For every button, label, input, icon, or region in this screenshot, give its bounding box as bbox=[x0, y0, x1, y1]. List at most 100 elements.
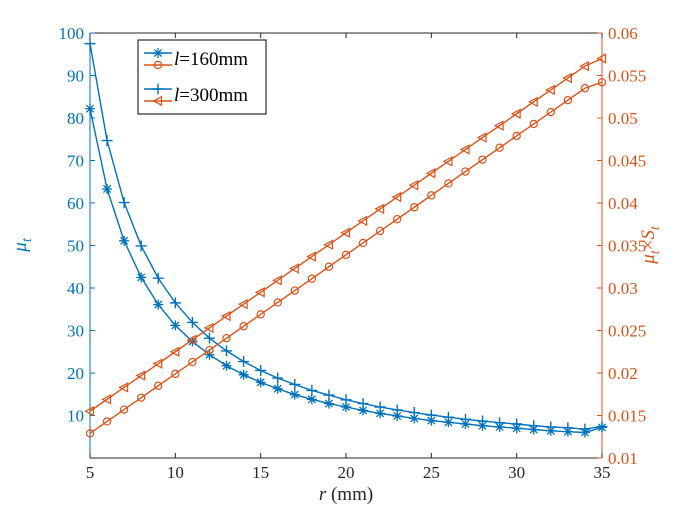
right-tick-label: 0.03 bbox=[608, 279, 638, 298]
marker-asterisk bbox=[255, 377, 266, 388]
marker-triangle bbox=[203, 322, 214, 334]
marker-triangle bbox=[562, 72, 572, 84]
marker-triangle bbox=[357, 215, 368, 227]
marker-circle bbox=[136, 393, 146, 402]
marker-asterisk bbox=[341, 402, 351, 412]
marker-asterisk bbox=[170, 320, 181, 331]
marker-triangle bbox=[596, 53, 607, 64]
left-tick-label: 90 bbox=[67, 67, 84, 86]
marker-triangle bbox=[118, 382, 129, 393]
marker-triangle bbox=[459, 144, 470, 155]
marker-plus bbox=[579, 423, 591, 435]
marker-circle bbox=[495, 143, 504, 152]
x-axis-title: r (mm) bbox=[319, 484, 373, 505]
right-axis-title: μt×St bbox=[638, 225, 663, 265]
marker-triangle bbox=[306, 251, 316, 262]
marker-triangle bbox=[289, 263, 299, 274]
marker-circle bbox=[427, 191, 436, 200]
marker-triangle bbox=[101, 394, 112, 405]
marker-circle bbox=[307, 274, 317, 283]
marker-triangle bbox=[579, 60, 590, 72]
right-tick-label: 0.025 bbox=[608, 322, 646, 341]
right-tick-label: 0.045 bbox=[608, 152, 646, 171]
x-tick-label: 15 bbox=[252, 463, 269, 482]
marker-circle bbox=[461, 167, 470, 176]
series-line bbox=[89, 108, 603, 434]
right-tick-label: 0.06 bbox=[608, 24, 638, 43]
marker-triangle bbox=[169, 346, 180, 357]
marker-plus bbox=[289, 378, 301, 390]
marker-asterisk bbox=[153, 299, 164, 310]
marker-asterisk bbox=[221, 360, 232, 371]
marker-plus bbox=[101, 135, 113, 147]
marker-circle bbox=[393, 214, 402, 224]
marker-circle bbox=[239, 322, 248, 331]
x-tick-label: 5 bbox=[86, 463, 95, 482]
left-axis-title: μt bbox=[10, 237, 35, 253]
left-tick-label: 80 bbox=[67, 109, 84, 128]
marker-circle bbox=[102, 417, 112, 426]
marker-triangle bbox=[527, 96, 538, 108]
marker-plus bbox=[596, 421, 608, 433]
marker-asterisk bbox=[204, 349, 215, 360]
marker-asterisk bbox=[375, 408, 386, 419]
marker-circle bbox=[529, 119, 538, 129]
left-tick-label: 10 bbox=[67, 407, 84, 426]
left-tick-label: 70 bbox=[67, 152, 84, 171]
marker-circle bbox=[597, 78, 607, 87]
marker-plus bbox=[391, 404, 403, 416]
marker-triangle bbox=[442, 156, 453, 167]
marker-circle bbox=[375, 226, 385, 236]
marker-asterisk bbox=[289, 389, 300, 400]
legend-label-1: l=160mm bbox=[174, 49, 248, 70]
marker-asterisk bbox=[323, 398, 334, 409]
marker-plus bbox=[238, 356, 250, 368]
x-tick-label: 10 bbox=[167, 463, 184, 482]
marker-circle bbox=[171, 369, 180, 379]
marker-triangle bbox=[84, 406, 95, 417]
marker-plus bbox=[186, 316, 198, 328]
marker-plus bbox=[272, 372, 284, 384]
marker-plus bbox=[152, 83, 164, 95]
right-tick-label: 0.04 bbox=[608, 194, 638, 213]
marker-plus bbox=[221, 345, 233, 357]
marker-circle bbox=[153, 60, 163, 70]
marker-triangle bbox=[545, 84, 555, 96]
legend: l=160mm l=300mm bbox=[137, 39, 267, 115]
series-1 bbox=[85, 103, 607, 438]
x-tick-label: 25 bbox=[423, 463, 440, 482]
marker-triangle bbox=[271, 275, 282, 286]
marker-circle bbox=[324, 262, 334, 271]
left-tick-label: 30 bbox=[67, 322, 84, 341]
marker-circle bbox=[512, 131, 521, 141]
marker-asterisk bbox=[358, 405, 369, 416]
series-line bbox=[89, 57, 603, 412]
marker-asterisk bbox=[85, 103, 95, 114]
marker-plus bbox=[545, 421, 557, 433]
series-4 bbox=[84, 53, 607, 417]
marker-triangle bbox=[323, 239, 334, 250]
marker-circle bbox=[478, 155, 487, 164]
marker-circle bbox=[222, 333, 231, 343]
marker-triangle bbox=[340, 227, 351, 238]
marker-plus bbox=[340, 394, 352, 406]
marker-asterisk bbox=[119, 235, 130, 246]
marker-circle bbox=[410, 203, 419, 212]
marker-asterisk bbox=[238, 369, 249, 380]
marker-plus bbox=[306, 384, 318, 396]
marker-triangle bbox=[237, 298, 248, 310]
marker-plus bbox=[459, 413, 471, 425]
x-tick-label: 35 bbox=[594, 463, 611, 482]
marker-circle bbox=[85, 429, 95, 438]
marker-plus bbox=[357, 398, 369, 410]
marker-asterisk bbox=[102, 183, 113, 194]
marker-triangle bbox=[408, 179, 419, 191]
marker-triangle bbox=[220, 310, 231, 322]
marker-asterisk bbox=[153, 48, 163, 58]
marker-triangle bbox=[152, 358, 163, 369]
marker-triangle bbox=[510, 108, 521, 119]
series-3 bbox=[85, 78, 607, 438]
left-tick-label: 40 bbox=[67, 279, 84, 298]
marker-triangle bbox=[391, 191, 402, 203]
marker-circle bbox=[154, 381, 163, 390]
